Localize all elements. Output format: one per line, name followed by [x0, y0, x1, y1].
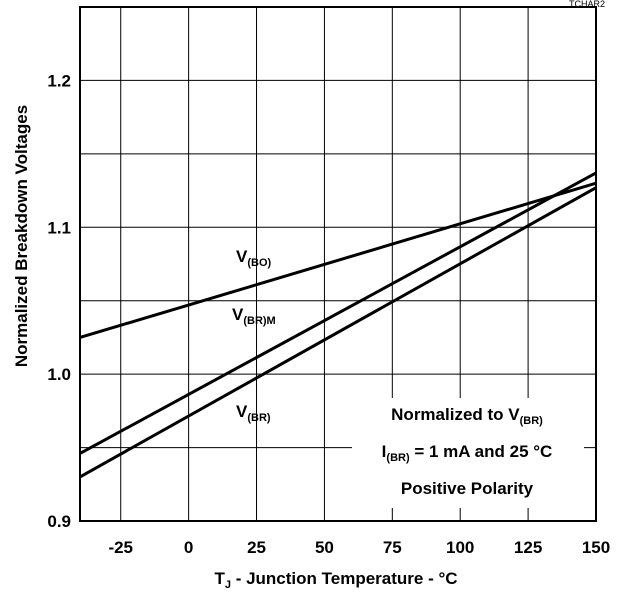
x-axis-title: TJ - Junction Temperature - °C: [214, 569, 457, 591]
x-tick-label: 75: [383, 538, 402, 557]
y-tick-label: 0.9: [47, 512, 71, 531]
x-tick-label: 150: [582, 538, 610, 557]
x-tick-label: 0: [184, 538, 193, 557]
series-label: V(BR): [236, 402, 271, 424]
series-labels: V(BO) V(BR)M V(BR): [232, 247, 276, 424]
series-line-1: [79, 171, 597, 455]
y-tick-label: 1.2: [47, 71, 71, 90]
tick-labels: -25 0 25 50 75 100 125 150 0.9 1.0 1.1 1.2: [47, 71, 610, 557]
x-tick-label: 100: [446, 538, 474, 557]
x-tick-label: 25: [247, 538, 266, 557]
y-tick-label: 1.1: [47, 218, 71, 237]
annotation-background: [352, 398, 584, 508]
y-axis-title: Normalized Breakdown Voltages: [12, 105, 31, 367]
annotation-line-1: Normalized to V(BR): [391, 405, 543, 427]
x-tick-label: 125: [514, 538, 542, 557]
series-line-2: [79, 186, 597, 479]
series-label: V(BO): [236, 247, 272, 269]
x-tick-label: 50: [315, 538, 334, 557]
figure-id: TCHAR2: [569, 0, 605, 9]
annotation-line-2: I(BR) = 1 mA and 25 °C: [382, 442, 553, 464]
series-group: [79, 171, 597, 479]
series-label: V(BR)M: [232, 305, 276, 327]
annotation: Normalized to V(BR) I(BR) = 1 mA and 25 …: [382, 405, 553, 498]
series-line-0: [79, 181, 597, 339]
plot-frame: [79, 6, 597, 522]
x-tick-label: -25: [108, 538, 133, 557]
y-tick-label: 1.0: [47, 365, 71, 384]
annotation-line-3: Positive Polarity: [401, 479, 534, 498]
